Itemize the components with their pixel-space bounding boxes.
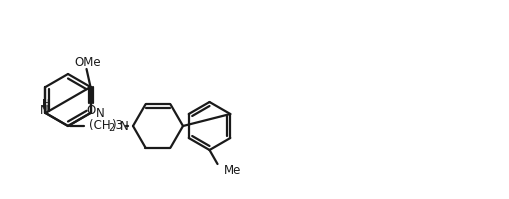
Text: N: N	[120, 120, 129, 133]
Text: OMe: OMe	[74, 56, 101, 68]
Text: 2: 2	[108, 123, 114, 133]
Text: H: H	[42, 99, 49, 109]
Text: N: N	[96, 106, 104, 120]
Text: O: O	[86, 103, 95, 116]
Text: )3: )3	[111, 118, 123, 132]
Text: Me: Me	[223, 164, 241, 177]
Text: N: N	[40, 104, 49, 117]
Text: (CH: (CH	[89, 118, 110, 132]
